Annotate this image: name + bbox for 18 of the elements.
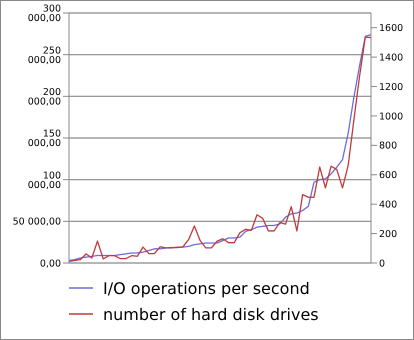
y2-tick-label: 800 — [379, 140, 398, 152]
y2-tick-label: 0 — [379, 258, 386, 270]
y-tick-label: 100 000,00 — [28, 170, 61, 191]
y-tick-label: 50 000,00 — [12, 216, 61, 228]
y2-tick-label: 600 — [379, 170, 398, 182]
y2-tick-label: 200 — [379, 228, 398, 240]
y-tick-label: 300 000,00 — [28, 4, 61, 24]
y2-tick-label: 1000 — [379, 111, 404, 122]
y-tick-label: 200 000,00 — [28, 86, 61, 108]
y2-tick-label: 400 — [379, 200, 398, 211]
y2-tick-label: 1200 — [379, 82, 404, 93]
y-tick-label: 150 000,00 — [28, 128, 61, 150]
y-tick-label: 250 000,00 — [28, 45, 61, 66]
y2-tick-label: 1400 — [379, 52, 404, 64]
y-tick-label: 0,00 — [40, 258, 61, 270]
y2-tick-label: 1600 — [379, 23, 404, 34]
legend-label: number of hard disk drives — [103, 304, 319, 324]
legend-label: I/O operations per second — [103, 278, 310, 298]
